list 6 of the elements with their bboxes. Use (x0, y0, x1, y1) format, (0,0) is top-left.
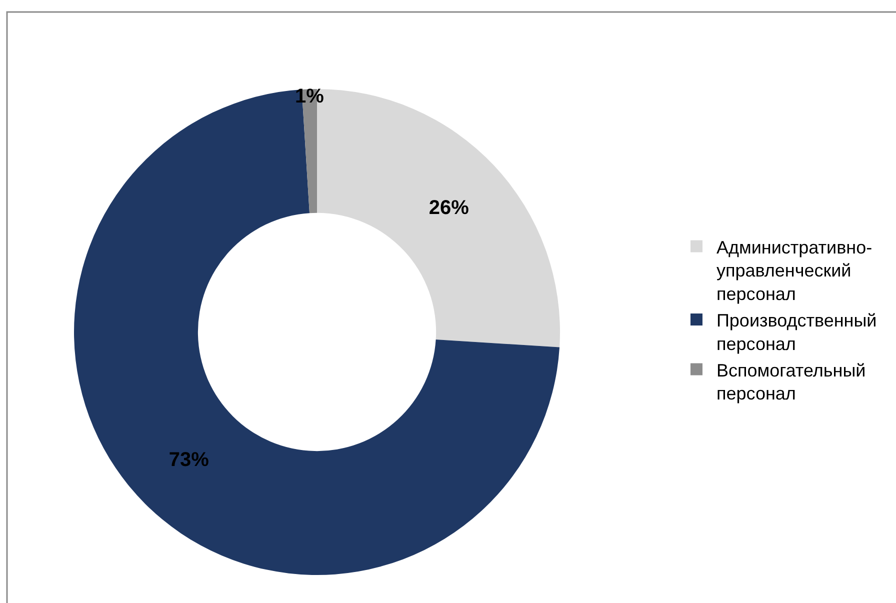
data-label: 73% (168, 449, 210, 472)
legend-label: Административно-управленческий персонал (716, 237, 872, 304)
legend-label: Производственный персонал (716, 310, 877, 354)
data-label: 26% (428, 197, 470, 220)
donut-slice (74, 89, 560, 575)
legend-label: Вспомогательный персонал (716, 360, 866, 404)
